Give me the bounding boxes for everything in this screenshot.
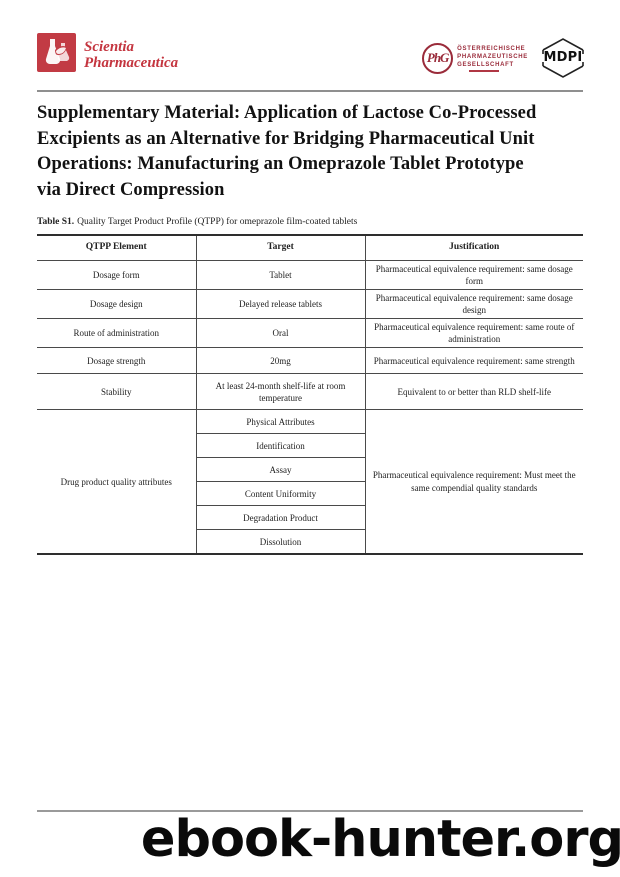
cell-element-group: Drug product quality attributes xyxy=(37,409,197,555)
cell-justification: Pharmaceutical equivalence requirement: … xyxy=(364,347,583,375)
austrian-pharmaceutical-society-logo: PhG ÖSTERREICHISCHE PHARMAZEUTISCHE GESE… xyxy=(422,42,528,74)
column-header-target: Target xyxy=(195,234,366,261)
page-title: Supplementary Material: Application of L… xyxy=(37,101,597,203)
cell-justification: Pharmaceutical equivalence requirement: … xyxy=(364,259,583,290)
society-name-line1: ÖSTERREICHISCHE xyxy=(457,45,526,52)
footer-divider xyxy=(37,810,583,812)
society-name: ÖSTERREICHISCHE PHARMAZEUTISCHE GESELLSC… xyxy=(457,45,528,72)
title-line4: via Direct Compression xyxy=(37,179,225,200)
cell-element: Dosage design xyxy=(37,288,197,320)
cell-target: Oral xyxy=(195,318,366,349)
cell-element: Stability xyxy=(37,373,197,411)
cell-target-dissolution: Dissolution xyxy=(195,529,366,555)
mdpi-logo: MDPI xyxy=(539,37,587,79)
column-header-qtpp-element: QTPP Element xyxy=(37,234,197,261)
table-row-route-of-administration: Route of administration Oral Pharmaceuti… xyxy=(37,318,583,349)
cell-target-assay: Assay xyxy=(195,457,366,483)
table-subrow-degradation-product: Degradation Product xyxy=(37,505,583,531)
table-row-dosage-strength: Dosage strength 20mg Pharmaceutical equi… xyxy=(37,347,583,375)
scientia-pharmaceutica-logo-icon xyxy=(37,33,76,72)
table-subrow-assay: Assay xyxy=(37,457,583,483)
cell-target: 20mg xyxy=(195,347,366,375)
mdpi-wordmark: MDPI xyxy=(543,50,583,66)
header-divider xyxy=(37,90,583,92)
table-header-row: QTPP Element Target Justification xyxy=(37,234,583,261)
table-row-quality-attributes: Drug product quality attributes Physical… xyxy=(37,409,583,555)
cell-justification: Pharmaceutical equivalence requirement: … xyxy=(364,318,583,349)
qtpp-table: QTPP Element Target Justification Dosage… xyxy=(37,234,583,555)
society-name-line3: GESELLSCHAFT xyxy=(457,61,514,68)
cell-element: Dosage form xyxy=(37,259,197,290)
table-caption: Table S1. Quality Target Product Profile … xyxy=(37,217,583,227)
cell-justification: Pharmaceutical equivalence requirement: … xyxy=(364,288,583,320)
cell-target: Tablet xyxy=(195,259,366,290)
table-row-dosage-design: Dosage design Delayed release tablets Ph… xyxy=(37,288,583,320)
title-line2: Excipients as an Alternative for Bridgin… xyxy=(37,128,535,149)
cell-target-physical-attributes: Physical Attributes xyxy=(195,409,366,435)
column-header-justification: Justification xyxy=(364,234,583,261)
phg-monogram-icon: PhG xyxy=(422,42,454,74)
journal-logo: Scientia Pharmaceutica xyxy=(37,33,178,72)
cell-target-degradation-product: Degradation Product xyxy=(195,505,366,531)
table-subrow-identification: Identification xyxy=(37,433,583,459)
society-underline xyxy=(469,69,500,72)
ebook-hunter-watermark: ebook-hunter.org xyxy=(140,810,620,869)
society-name-line2: PHARMAZEUTISCHE xyxy=(457,53,528,60)
journal-name-line1: Scientia xyxy=(84,39,135,55)
title-line1: Supplementary Material: Application of L… xyxy=(37,103,537,123)
journal-name: Scientia Pharmaceutica xyxy=(84,33,178,71)
table-caption-label: Table S1. xyxy=(37,217,75,227)
cell-target-content-uniformity: Content Uniformity xyxy=(195,481,366,507)
table-caption-text: Quality Target Product Profile (QTPP) fo… xyxy=(77,217,358,227)
header-logos-right: PhG ÖSTERREICHISCHE PHARMAZEUTISCHE GESE… xyxy=(422,37,587,79)
cell-target: At least 24-month shelf-life at room tem… xyxy=(195,373,366,411)
cell-element: Route of administration xyxy=(37,318,197,349)
mdpi-hexagon-icon xyxy=(542,38,584,78)
title-line3: Operations: Manufacturing an Omeprazole … xyxy=(37,154,524,174)
cell-element: Dosage strength xyxy=(37,347,197,375)
table-row-dosage-form: Dosage form Tablet Pharmaceutical equiva… xyxy=(37,259,583,290)
cell-target-identification: Identification xyxy=(195,433,366,459)
cell-justification-group: Pharmaceutical equivalence requirement: … xyxy=(364,409,583,555)
table-row-stability: Stability At least 24-month shelf-life a… xyxy=(37,373,583,411)
flask-leaf-icon xyxy=(45,39,70,65)
cell-justification: Equivalent to or better than RLD shelf-l… xyxy=(364,373,583,411)
table-subrow-dissolution: Dissolution xyxy=(37,529,583,555)
cell-target: Delayed release tablets xyxy=(195,288,366,320)
journal-name-line2: Pharmaceutica xyxy=(84,55,179,71)
